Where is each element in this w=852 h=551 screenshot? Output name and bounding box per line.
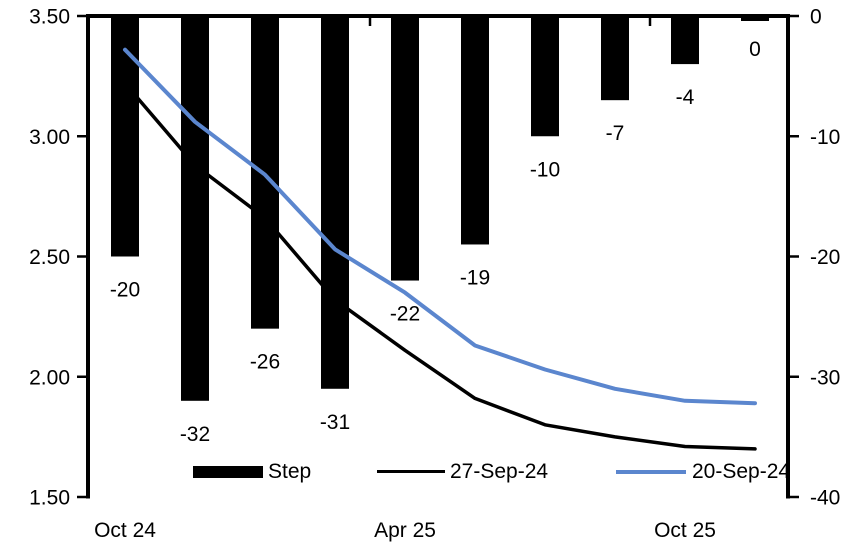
bar-step <box>741 16 769 21</box>
legend-label-27-sep-24: 27-Sep-24 <box>450 460 549 483</box>
bar-step <box>531 16 559 137</box>
bar-step <box>181 16 209 401</box>
bar-data-label: -22 <box>390 303 420 326</box>
left-axis-label: 2.00 <box>29 366 70 389</box>
bar-data-label: -20 <box>110 279 140 302</box>
line-27-sep-24 <box>123 81 757 451</box>
right-axis-label: -10 <box>810 126 840 149</box>
bar-data-label: -32 <box>180 423 210 446</box>
bar-data-label: -19 <box>460 266 490 289</box>
legend-step-bar-swatch <box>193 466 263 478</box>
left-axis-label: 3.50 <box>29 6 70 29</box>
bar-data-label: -4 <box>676 86 695 109</box>
bar-data-label: -26 <box>250 351 280 374</box>
bar-step <box>671 16 699 65</box>
bar-step <box>391 16 419 281</box>
legend-label-step: Step <box>268 460 312 483</box>
bar-data-label: -31 <box>320 411 350 434</box>
right-axis-label: 0 <box>810 6 822 29</box>
left-axis-label: 2.50 <box>29 246 70 269</box>
x-axis-label: Oct 24 <box>94 519 156 542</box>
right-axis-label: -20 <box>810 246 840 269</box>
bar-step <box>111 16 139 257</box>
x-axis-label: Apr 25 <box>374 519 436 542</box>
bar-step <box>461 16 489 245</box>
bar-data-label: -10 <box>530 158 560 181</box>
legend-20-sep-line-swatch <box>616 470 686 474</box>
line-20-sep-24 <box>123 47 757 406</box>
legend-label-20-sep-24: 20-Sep-24 <box>692 460 791 483</box>
bar-data-label: -7 <box>606 122 625 145</box>
bar-data-label: 0 <box>749 38 761 61</box>
right-axis-label: -30 <box>810 366 840 389</box>
bar-step <box>601 16 629 101</box>
x-axis-label: Oct 25 <box>654 519 716 542</box>
left-axis-label: 1.50 <box>29 487 70 510</box>
bar-step <box>321 16 349 389</box>
legend-27-sep-line-swatch <box>377 470 445 473</box>
right-axis-label: -40 <box>810 487 840 510</box>
left-axis-label: 3.00 <box>29 126 70 149</box>
